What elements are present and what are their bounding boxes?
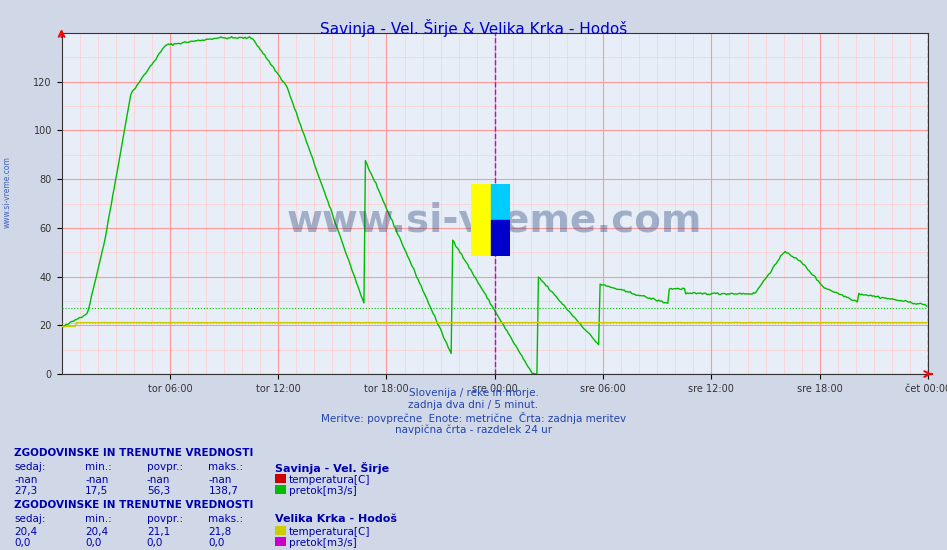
Text: 20,4: 20,4 bbox=[14, 527, 37, 537]
Text: pretok[m3/s]: pretok[m3/s] bbox=[289, 538, 357, 548]
Text: 0,0: 0,0 bbox=[208, 538, 224, 548]
Text: ZGODOVINSKE IN TRENUTNE VREDNOSTI: ZGODOVINSKE IN TRENUTNE VREDNOSTI bbox=[14, 448, 254, 458]
Text: ZGODOVINSKE IN TRENUTNE VREDNOSTI: ZGODOVINSKE IN TRENUTNE VREDNOSTI bbox=[14, 500, 254, 510]
Text: navpična črta - razdelek 24 ur: navpična črta - razdelek 24 ur bbox=[395, 424, 552, 434]
Text: temperatura[C]: temperatura[C] bbox=[289, 475, 370, 485]
Text: www.si-vreme.com: www.si-vreme.com bbox=[287, 201, 703, 240]
Text: pretok[m3/s]: pretok[m3/s] bbox=[289, 486, 357, 496]
Text: Savinja - Vel. Širje: Savinja - Vel. Širje bbox=[275, 462, 389, 474]
Text: 21,1: 21,1 bbox=[147, 527, 170, 537]
Text: zadnja dva dni / 5 minut.: zadnja dva dni / 5 minut. bbox=[408, 400, 539, 410]
Text: 0,0: 0,0 bbox=[147, 538, 163, 548]
Text: -nan: -nan bbox=[147, 475, 170, 485]
Text: temperatura[C]: temperatura[C] bbox=[289, 527, 370, 537]
Text: 138,7: 138,7 bbox=[208, 486, 239, 496]
Text: -nan: -nan bbox=[85, 475, 109, 485]
Text: Meritve: povprečne  Enote: metrične  Črta: zadnja meritev: Meritve: povprečne Enote: metrične Črta:… bbox=[321, 412, 626, 424]
Bar bbox=[471, 184, 491, 256]
Text: 17,5: 17,5 bbox=[85, 486, 109, 496]
Text: www.si-vreme.com: www.si-vreme.com bbox=[3, 157, 12, 228]
Text: 20,4: 20,4 bbox=[85, 527, 108, 537]
Text: -nan: -nan bbox=[208, 475, 232, 485]
Text: Velika Krka - Hodoš: Velika Krka - Hodoš bbox=[275, 514, 397, 524]
Polygon shape bbox=[491, 220, 510, 256]
Text: 21,8: 21,8 bbox=[208, 527, 232, 537]
Text: -nan: -nan bbox=[14, 475, 38, 485]
Text: 27,3: 27,3 bbox=[14, 486, 38, 496]
Text: sedaj:: sedaj: bbox=[14, 514, 45, 524]
Text: 56,3: 56,3 bbox=[147, 486, 170, 496]
Text: sedaj:: sedaj: bbox=[14, 462, 45, 472]
Text: maks.:: maks.: bbox=[208, 462, 243, 472]
Text: maks.:: maks.: bbox=[208, 514, 243, 524]
Text: povpr.:: povpr.: bbox=[147, 514, 183, 524]
Text: Slovenija / reke in morje.: Slovenija / reke in morje. bbox=[408, 388, 539, 398]
Text: min.:: min.: bbox=[85, 514, 112, 524]
Text: Savinja - Vel. Širje & Velika Krka - Hodoš: Savinja - Vel. Širje & Velika Krka - Hod… bbox=[320, 19, 627, 37]
Polygon shape bbox=[491, 184, 510, 220]
Text: 0,0: 0,0 bbox=[85, 538, 101, 548]
Text: povpr.:: povpr.: bbox=[147, 462, 183, 472]
Text: min.:: min.: bbox=[85, 462, 112, 472]
Text: 0,0: 0,0 bbox=[14, 538, 30, 548]
